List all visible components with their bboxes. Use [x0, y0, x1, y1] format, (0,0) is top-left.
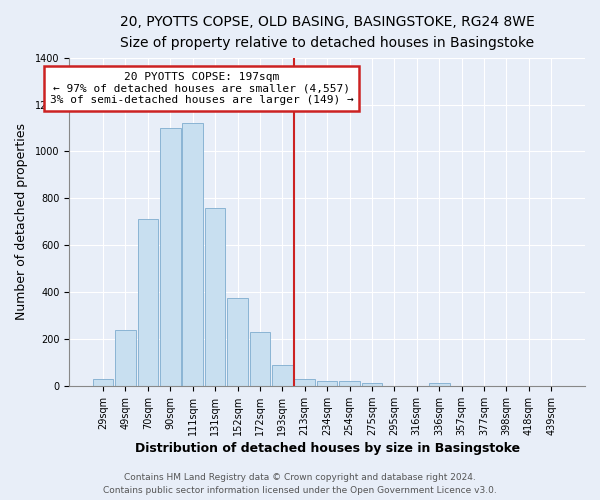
Bar	[429, 384, 449, 386]
Bar	[227, 298, 248, 386]
Text: 20 PYOTTS COPSE: 197sqm
← 97% of detached houses are smaller (4,557)
3% of semi-: 20 PYOTTS COPSE: 197sqm ← 97% of detache…	[50, 72, 353, 105]
Title: 20, PYOTTS COPSE, OLD BASING, BASINGSTOKE, RG24 8WE
Size of property relative to: 20, PYOTTS COPSE, OLD BASING, BASINGSTOK…	[120, 15, 535, 50]
Bar	[160, 128, 181, 386]
Bar	[115, 330, 136, 386]
Bar	[205, 208, 226, 386]
Bar	[339, 381, 360, 386]
Bar	[250, 332, 270, 386]
Bar	[93, 379, 113, 386]
Bar	[362, 384, 382, 386]
Bar	[137, 220, 158, 386]
Text: Contains HM Land Registry data © Crown copyright and database right 2024.
Contai: Contains HM Land Registry data © Crown c…	[103, 474, 497, 495]
Y-axis label: Number of detached properties: Number of detached properties	[15, 124, 28, 320]
X-axis label: Distribution of detached houses by size in Basingstoke: Distribution of detached houses by size …	[134, 442, 520, 455]
Bar	[317, 381, 337, 386]
Bar	[272, 364, 293, 386]
Bar	[182, 124, 203, 386]
Bar	[295, 379, 315, 386]
